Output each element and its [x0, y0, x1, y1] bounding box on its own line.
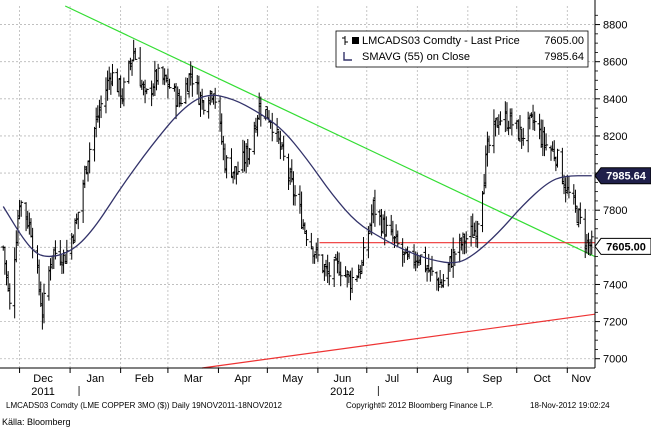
price-bar — [509, 108, 514, 136]
price-bar — [441, 273, 446, 288]
price-bars — [1, 39, 594, 330]
price-bar — [361, 237, 366, 266]
price-bar — [110, 63, 115, 87]
price-bar — [451, 237, 456, 278]
price-bar — [304, 229, 309, 247]
price-bar — [487, 135, 492, 153]
price-bar — [589, 230, 594, 255]
price-bar — [224, 155, 229, 179]
price-bar — [236, 161, 240, 175]
trendline-downtrend — [64, 5, 596, 258]
x-month-label: Jan — [86, 373, 104, 385]
axes: 7000720074007600780080008200840086008800… — [0, 0, 651, 398]
price-bar — [555, 148, 560, 168]
price-bar — [76, 211, 81, 230]
price-bar — [178, 95, 183, 107]
x-month-label: Jul — [385, 373, 399, 385]
price-bar — [464, 231, 469, 254]
price-bar — [315, 237, 320, 262]
price-bar — [384, 216, 389, 237]
y-tick-label: 8800 — [603, 20, 627, 32]
price-bar — [19, 200, 24, 217]
price-bar — [42, 283, 47, 324]
price-bar — [167, 78, 172, 89]
x-month-label: Jun — [333, 373, 351, 385]
legend-entry-value: 7985.64 — [544, 51, 584, 63]
price-bar — [566, 176, 571, 199]
price-bar — [133, 47, 138, 60]
y-tick-label: 8200 — [603, 131, 627, 143]
y-value-tag: 7985.64 — [594, 167, 651, 185]
y-value-tag-label: 7985.64 — [606, 171, 647, 183]
price-bar — [327, 262, 332, 286]
price-bar — [345, 270, 350, 288]
price-bar — [7, 283, 12, 310]
source-caption: Källa: Bloomberg — [2, 417, 71, 427]
price-bar — [208, 90, 213, 106]
y-value-tag-box — [594, 237, 651, 255]
y-value-tag-box — [594, 167, 651, 185]
footer-copyright: Copyright© 2012 Bloomberg Finance L.P. — [346, 401, 494, 410]
trendline-support — [202, 313, 596, 369]
price-bar — [395, 230, 400, 247]
price-bar — [247, 148, 252, 165]
legend-box — [335, 30, 589, 68]
y-tick-label: 7400 — [603, 279, 627, 291]
price-bar — [470, 213, 475, 238]
price-bar — [338, 261, 343, 287]
price-bar — [281, 135, 286, 161]
y-value-tag: 7605.00 — [594, 237, 651, 255]
price-bar — [350, 267, 355, 293]
x-year-label: 2012 — [330, 386, 354, 398]
legend-entry-name: SMAVG (55) on Close — [362, 51, 470, 63]
trendlines — [64, 5, 596, 369]
x-month-label: Sep — [483, 373, 503, 385]
legend: LMCADS03 Comdty - Last Price 7605.00 SMAVG… — [335, 30, 589, 68]
sma-line — [2, 94, 592, 264]
price-bar — [372, 189, 377, 227]
legend-swatch-line — [343, 52, 352, 61]
price-bar — [532, 111, 537, 131]
x-year-label: 2011 — [31, 386, 55, 398]
y-tick-label: 7800 — [603, 205, 627, 217]
price-bar — [293, 185, 298, 206]
price-bar — [578, 202, 583, 225]
price-bar — [156, 63, 161, 85]
price-bar — [144, 88, 149, 95]
x-month-label: Feb — [135, 373, 154, 385]
x-month-label: Dec — [33, 373, 53, 385]
y-tick-label: 7200 — [603, 317, 627, 329]
x-month-label: Oct — [533, 373, 550, 385]
x-month-label: Aug — [433, 373, 453, 385]
y-tick-label: 8600 — [603, 57, 627, 69]
y-value-tag-label: 7605.00 — [606, 241, 646, 253]
x-month-label: May — [282, 373, 303, 385]
price-bar — [190, 66, 195, 97]
price-bar — [87, 142, 92, 174]
price-bar — [99, 95, 104, 119]
x-month-label: Nov — [571, 373, 591, 385]
legend-entry-value: 7605.00 — [544, 35, 584, 47]
legend-swatch-square — [352, 37, 359, 44]
price-chart: 7000720074007600780080008200840086008800… — [0, 0, 651, 400]
footer-instrument: LMCADS03 Comdty (LME COPPER 3MO ($)) Dai… — [6, 401, 282, 410]
y-tick-label: 7000 — [603, 354, 627, 366]
chart-footer: LMCADS03 Comdty (LME COPPER 3MO ($)) Dai… — [0, 398, 651, 414]
price-bar — [452, 251, 457, 267]
price-bar — [201, 100, 206, 115]
x-month-label: Mar — [184, 373, 203, 385]
price-bar — [213, 87, 218, 109]
price-bar — [121, 77, 126, 107]
price-bar — [234, 166, 239, 185]
legend-entry-name: LMCADS03 Comdty - Last Price — [362, 35, 520, 47]
price-bar — [275, 117, 280, 143]
price-bar — [521, 127, 526, 146]
x-month-label: Apr — [234, 373, 251, 385]
price-bar — [498, 111, 503, 126]
price-bar — [544, 133, 549, 151]
price-bar — [309, 232, 314, 250]
y-tick-label: 8400 — [603, 94, 627, 106]
price-bar — [475, 220, 480, 249]
footer-timestamp: 18-Nov-2012 19:02:24 — [530, 401, 610, 410]
